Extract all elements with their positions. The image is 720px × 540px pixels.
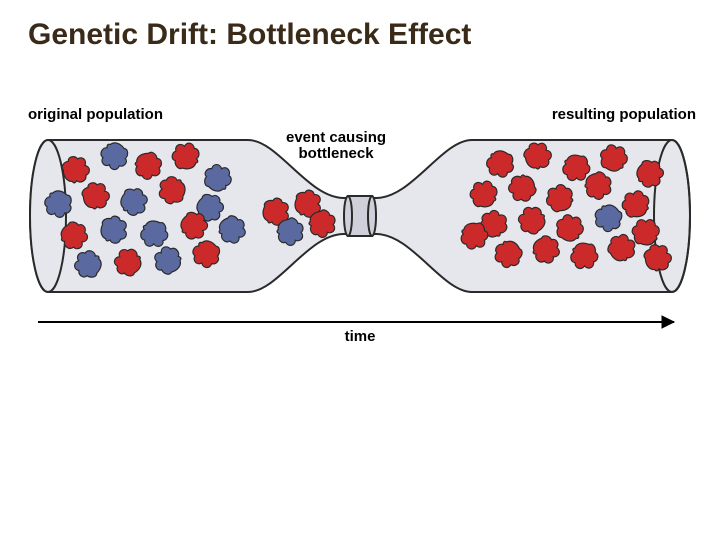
label-original-population: original population — [28, 106, 163, 123]
bottleneck-band — [344, 196, 376, 236]
label-time: time — [0, 328, 720, 345]
bottleneck-diagram — [18, 126, 702, 336]
label-resulting-population: resulting population — [552, 106, 696, 123]
time-arrow — [38, 316, 674, 328]
page-title: Genetic Drift: Bottleneck Effect — [28, 18, 471, 52]
